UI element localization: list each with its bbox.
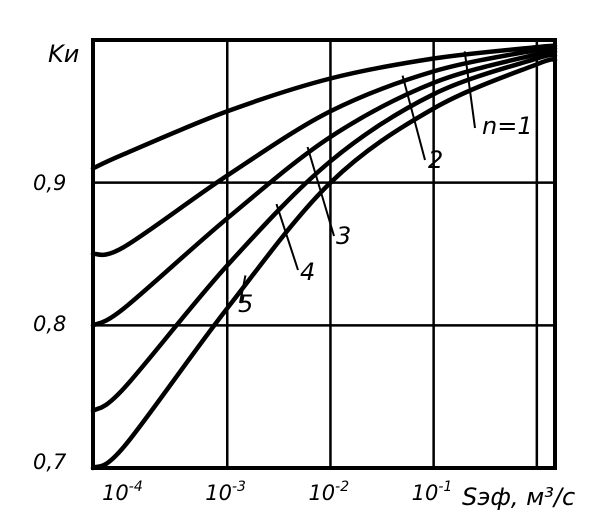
x-tick-label: 10-1 — [412, 479, 453, 505]
x-tick-label: 10-4 — [102, 479, 143, 505]
curve-label-4: 4 — [300, 258, 315, 286]
x-tick-exponent: -2 — [335, 479, 349, 495]
x-tick-exponent: -1 — [438, 479, 452, 495]
x-tick-label: 10-2 — [308, 479, 349, 505]
x-axis-label: Sэф, м³/с — [462, 483, 575, 511]
leader-line-2 — [401, 75, 426, 161]
curve-label-3: 3 — [336, 222, 351, 250]
x-tick-base: 10 — [308, 481, 335, 505]
series-line-1 — [90, 43, 558, 171]
leader-line-1 — [463, 51, 476, 129]
grid — [93, 40, 555, 468]
curve-label-1: n=1 — [482, 112, 533, 140]
curve-label-2: 2 — [428, 146, 443, 174]
curves — [90, 43, 558, 471]
leader-line-5 — [239, 275, 247, 304]
series-line-3 — [90, 48, 558, 328]
x-tick-exponent: -3 — [232, 479, 246, 495]
x-tick-base: 10 — [412, 481, 439, 505]
series-line-4 — [90, 52, 558, 414]
x-tick-labels: 10-4 10-3 10-2 10-1 — [102, 479, 452, 505]
leader-line-4 — [275, 203, 299, 271]
curve-label-leaders — [239, 51, 476, 304]
x-tick-base: 10 — [102, 481, 129, 505]
leader-line-3 — [306, 146, 335, 237]
x-tick-exponent: -4 — [129, 479, 143, 495]
y-tick-label: 0,9 — [33, 171, 66, 195]
y-tick-label: 0,7 — [33, 450, 67, 474]
curve-label-5: 5 — [238, 290, 253, 318]
y-axis-label: Kи — [48, 40, 79, 68]
x-tick-base: 10 — [205, 481, 232, 505]
x-tick-label: 10-3 — [205, 479, 246, 505]
y-tick-label: 0,8 — [33, 312, 66, 336]
series-line-5 — [90, 57, 558, 471]
plot-frame — [91, 38, 557, 470]
series-line-2 — [90, 45, 558, 258]
